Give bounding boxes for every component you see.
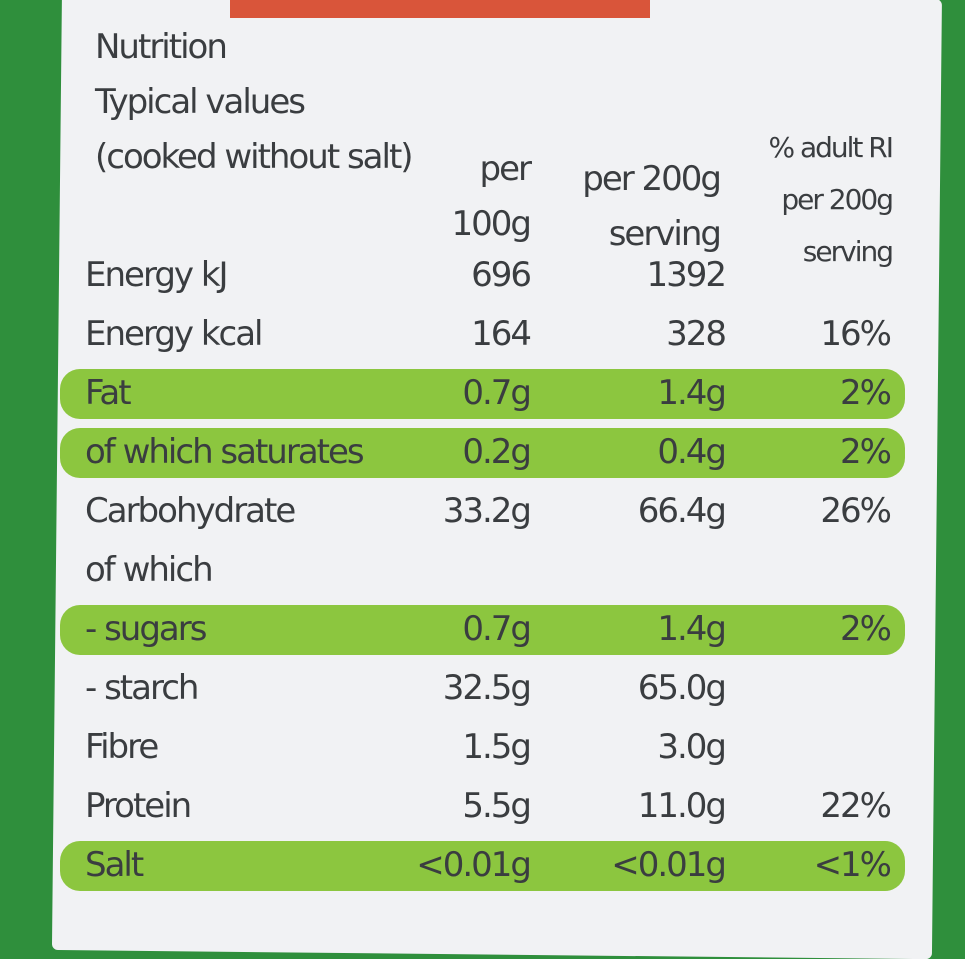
cell-value: 1.4g — [657, 373, 727, 413]
cell-value: 3.0g — [657, 727, 727, 767]
column-header: % adult RI per 200g serving — [768, 131, 894, 268]
cell-value: 22% — [820, 786, 892, 826]
row-highlight — [60, 605, 905, 655]
cell-value: 32.5g — [442, 668, 532, 708]
cell-value: 0.7g — [462, 609, 532, 649]
cell-value: 2% — [840, 432, 892, 472]
column-header: per 200g serving — [582, 159, 722, 254]
cell-value: 164 — [471, 314, 532, 354]
row-label: of which — [85, 550, 214, 590]
page: {"title": "Nutrition", "subtitle": "Typi… — [51, 0, 942, 959]
row-highlight — [60, 841, 905, 891]
cell-value: 696 — [471, 255, 532, 295]
title: Nutrition — [95, 27, 228, 67]
column-header: per 100g — [451, 149, 532, 244]
cell-value: <0.01g — [416, 845, 532, 885]
cell-value: 1.4g — [657, 609, 727, 649]
cell-value: 5.5g — [462, 786, 532, 826]
row-label: - starch — [85, 668, 199, 708]
cell-value: 11.0g — [637, 786, 727, 826]
row-label: Fat — [85, 373, 132, 413]
cell-value: 33.2g — [442, 491, 532, 531]
cell-value: <1% — [813, 845, 892, 885]
row-label: Carbohydrate — [85, 491, 296, 531]
row-label: Protein — [85, 786, 192, 826]
cell-value: 66.4g — [637, 491, 727, 531]
row-label: Fibre — [85, 727, 159, 767]
row-highlight — [60, 428, 905, 478]
cell-value: 65.0g — [637, 668, 727, 708]
row-highlight — [60, 369, 905, 419]
subtitle: Typical values — [95, 82, 306, 122]
row-label: Energy kcal — [85, 314, 264, 354]
cell-value: 1392 — [646, 255, 727, 295]
cell-value: 2% — [840, 609, 892, 649]
cell-value: 2% — [840, 373, 892, 413]
cell-value: 16% — [820, 314, 892, 354]
row-label: - sugars — [85, 609, 207, 649]
cell-value: 1.5g — [462, 727, 532, 767]
cell-value: 26% — [820, 491, 892, 531]
row-label: Energy kJ — [85, 255, 229, 295]
cell-value: 0.7g — [462, 373, 532, 413]
cell-value: 328 — [666, 314, 727, 354]
row-label: Salt — [85, 845, 144, 885]
note: (cooked without salt) — [95, 137, 414, 177]
row-label: of which saturates — [85, 432, 365, 472]
cell-value: 0.2g — [462, 432, 532, 472]
pack-stripe — [230, 0, 650, 18]
cell-value: <0.01g — [611, 845, 727, 885]
cell-value: 0.4g — [657, 432, 727, 472]
